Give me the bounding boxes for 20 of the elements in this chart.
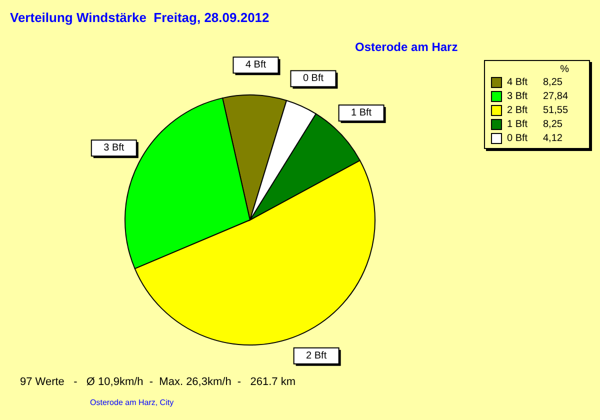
slice-label: 3 Bft — [104, 142, 124, 154]
data-label: 4,12 — [543, 132, 562, 144]
data-label: 27,84 — [543, 90, 568, 102]
text: 97 Werte - Ø 10,9km/h - Max. 26,3km/h - 261.7 km — [20, 376, 296, 388]
slice-label: 0 Bft — [302, 73, 324, 84]
chart-title: Verteilung Windstärke Freitag, 28.09.2012 — [10, 10, 270, 25]
legend-title: % — [559, 64, 570, 75]
slice-label: 2 Bft — [306, 350, 327, 362]
slice-label: 4 Bft — [245, 60, 266, 71]
legend-label: 2 Bft — [507, 104, 529, 116]
data-label: 8,25 — [543, 118, 562, 130]
legend-label: 0 Bft — [507, 132, 529, 144]
legend-label: 1 Bft — [507, 118, 529, 130]
data-label: 51,55 — [543, 104, 568, 116]
chart-subtitle: Osterode am Harz — [355, 40, 458, 54]
data-label: 8,25 — [543, 76, 562, 88]
slice-label: 1 Bft — [351, 108, 372, 119]
legend-label: 4 Bft — [507, 76, 529, 88]
text: Osterode am Harz, City — [90, 398, 174, 407]
legend-label: 3 Bft — [507, 90, 529, 102]
